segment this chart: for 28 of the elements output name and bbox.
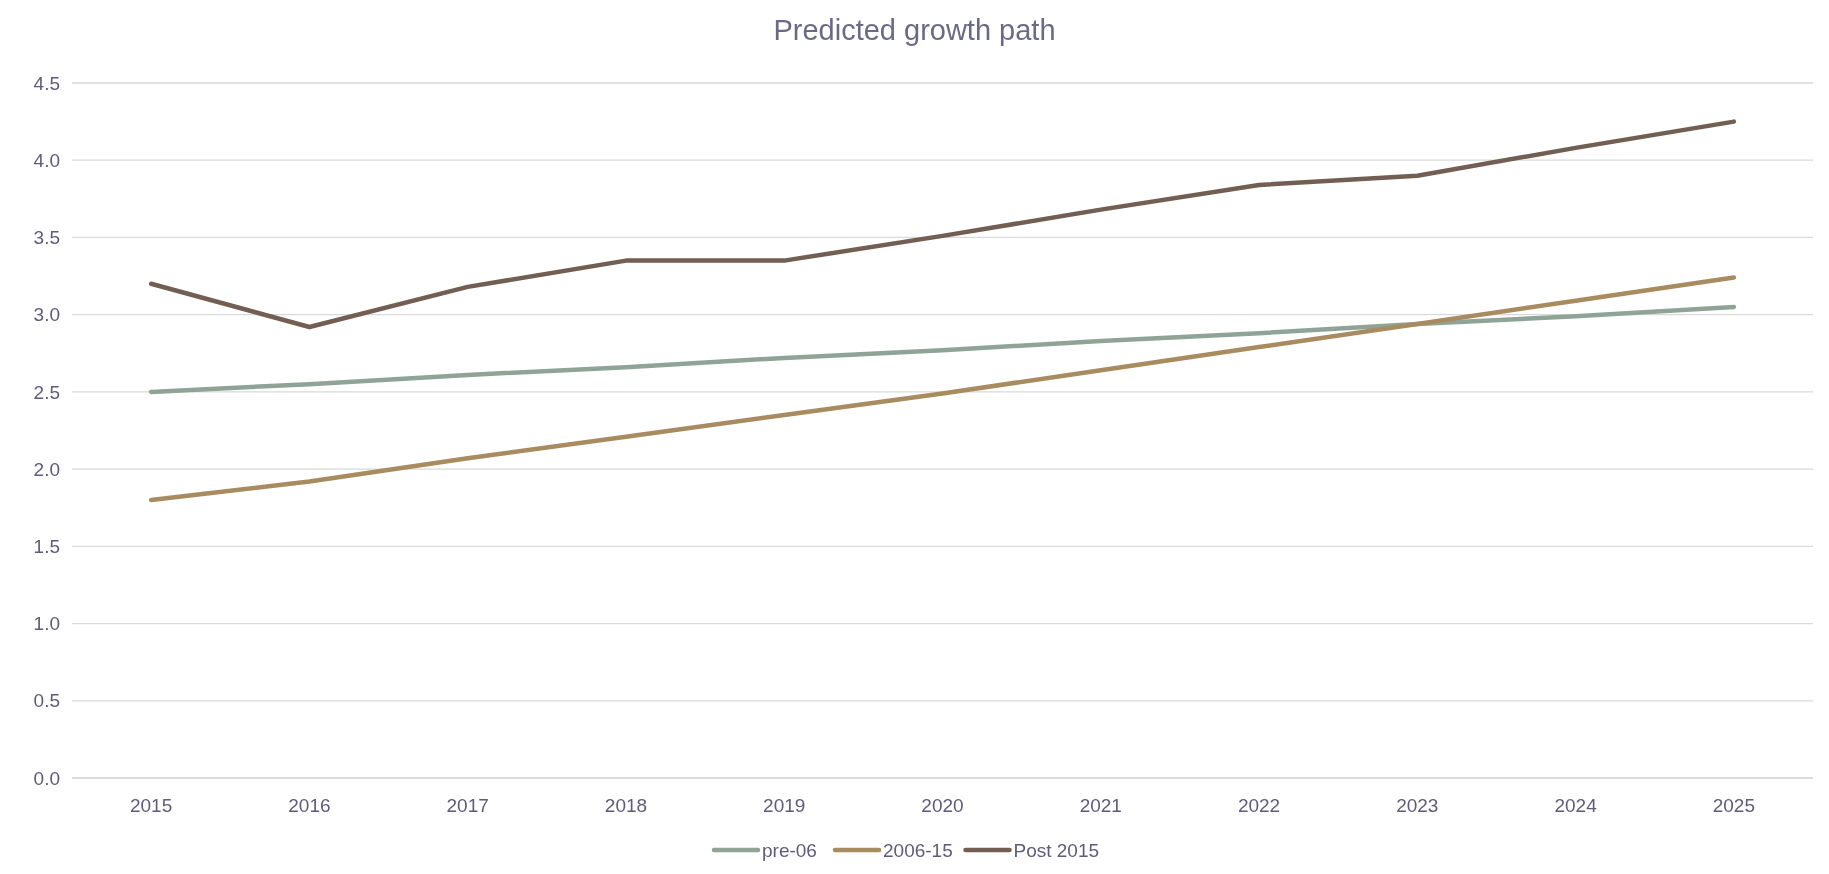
legend-label: Post 2015 xyxy=(1013,839,1100,861)
y-tick-label: 4.0 xyxy=(33,149,60,171)
legend-label: 2006-15 xyxy=(883,839,953,861)
y-tick-label: 2.5 xyxy=(33,381,60,403)
x-tick-label: 2017 xyxy=(446,795,489,816)
y-tick-label: 0.5 xyxy=(33,690,60,712)
y-tick-label: 1.5 xyxy=(33,535,60,557)
x-tick-label: 2015 xyxy=(130,795,173,816)
x-tick-label: 2025 xyxy=(1712,795,1755,816)
x-tick-label: 2020 xyxy=(921,795,964,816)
y-tick-label: 2.0 xyxy=(33,458,60,480)
x-tick-label: 2023 xyxy=(1396,795,1439,816)
x-tick-label: 2019 xyxy=(763,795,806,816)
y-tick-label: 1.0 xyxy=(33,613,60,635)
x-tick-label: 2018 xyxy=(604,795,648,816)
x-tick-label: 2022 xyxy=(1237,795,1281,816)
x-tick-label: 2021 xyxy=(1079,795,1122,816)
x-tick-label: 2016 xyxy=(288,795,331,816)
x-tick-label: 2024 xyxy=(1554,795,1598,816)
line-series xyxy=(148,275,1737,503)
legend-label: pre-06 xyxy=(762,839,817,861)
line-series xyxy=(148,119,1737,330)
y-tick-label: 3.5 xyxy=(33,227,60,249)
chart-title: Predicted growth path xyxy=(773,14,1056,46)
y-tick-label: 4.5 xyxy=(33,72,60,94)
y-tick-label: 3.0 xyxy=(33,304,60,326)
y-tick-label: 0.0 xyxy=(33,767,60,789)
line-series xyxy=(148,304,1737,395)
